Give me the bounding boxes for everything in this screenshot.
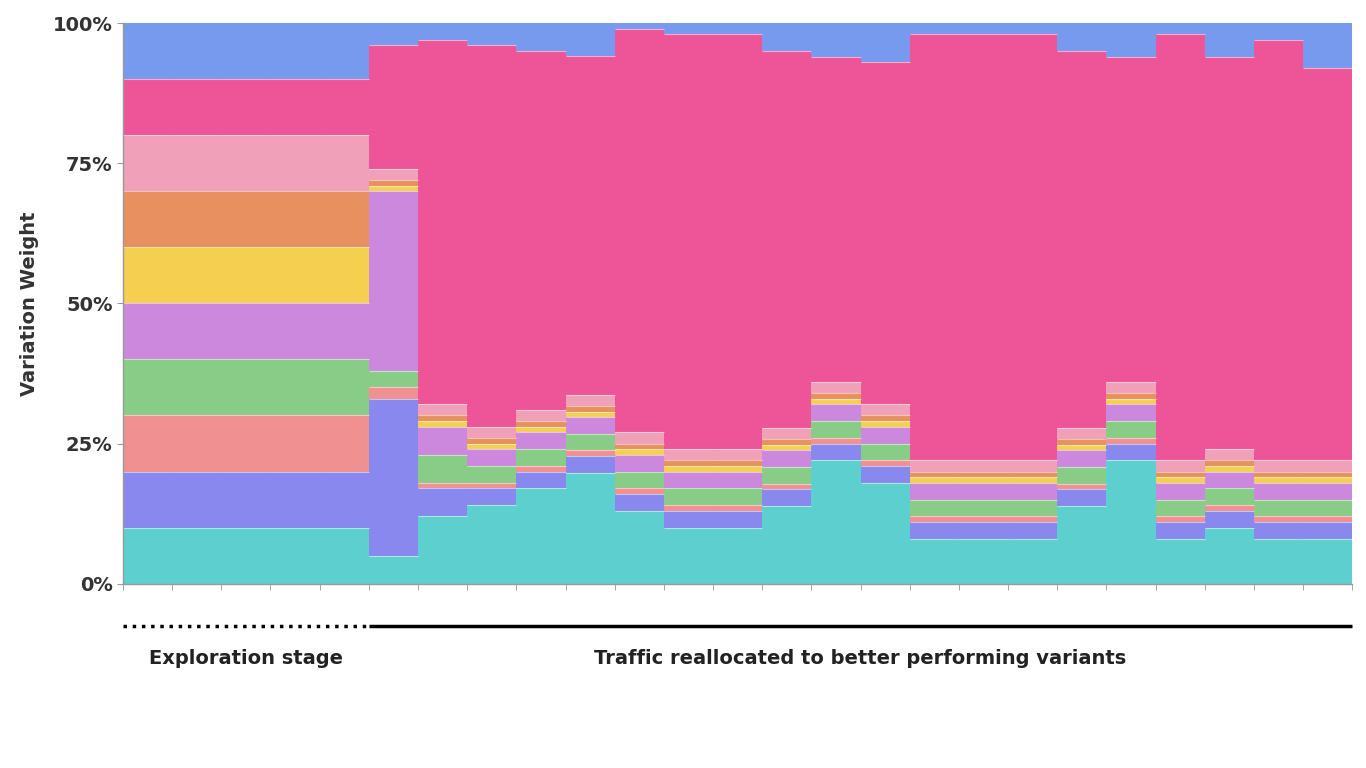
Polygon shape	[123, 135, 1352, 472]
Polygon shape	[123, 191, 1352, 500]
Polygon shape	[123, 359, 1352, 516]
Polygon shape	[123, 186, 1352, 483]
Polygon shape	[123, 460, 1352, 584]
Text: Exploration stage: Exploration stage	[149, 649, 343, 668]
Polygon shape	[123, 388, 1352, 522]
Y-axis label: Variation Weight: Variation Weight	[19, 211, 38, 396]
Polygon shape	[123, 180, 1352, 477]
Polygon shape	[123, 28, 1352, 460]
Polygon shape	[123, 23, 1352, 79]
Polygon shape	[123, 399, 1352, 556]
Text: Traffic reallocated to better performing variants: Traffic reallocated to better performing…	[594, 649, 1127, 668]
